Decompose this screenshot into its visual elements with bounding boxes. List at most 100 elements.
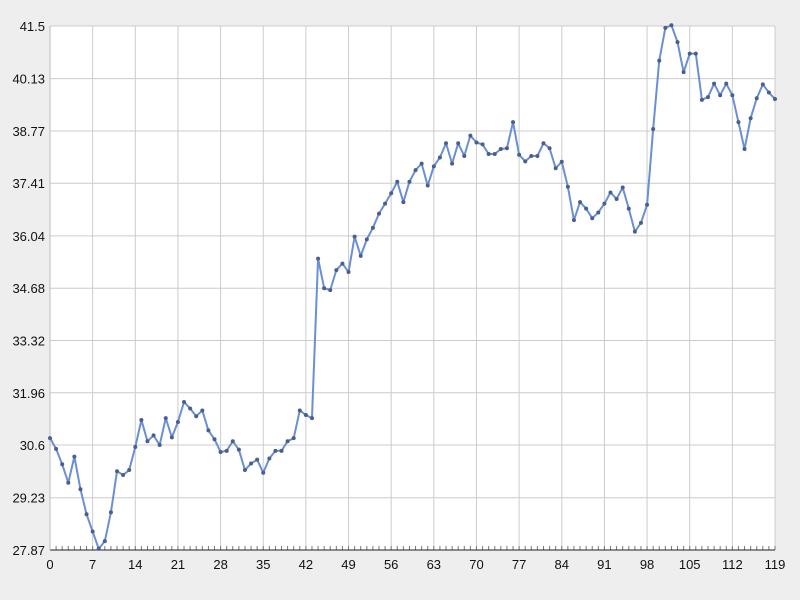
x-tick-label: 35 <box>256 557 270 572</box>
data-point <box>255 457 260 462</box>
data-point <box>303 413 308 418</box>
data-point <box>316 256 321 261</box>
data-point <box>444 141 449 146</box>
data-point <box>340 261 345 266</box>
y-tick-label: 29.23 <box>12 491 45 506</box>
data-point <box>736 120 741 125</box>
data-point <box>279 448 284 453</box>
data-point <box>218 449 223 454</box>
data-point <box>145 439 150 444</box>
y-tick-label: 38.77 <box>12 124 45 139</box>
x-axis-ticks <box>49 26 776 551</box>
x-tick-label: 0 <box>46 557 53 572</box>
data-point <box>712 81 717 86</box>
data-point <box>699 97 704 102</box>
data-point <box>766 90 771 95</box>
y-tick-label: 40.13 <box>12 72 45 87</box>
data-point <box>224 448 229 453</box>
data-point <box>236 447 241 452</box>
data-point <box>620 185 625 190</box>
data-point <box>718 93 723 98</box>
data-point <box>194 414 199 419</box>
y-tick-label: 30.6 <box>20 438 45 453</box>
data-point <box>285 439 290 444</box>
data-point <box>571 218 576 223</box>
series-line <box>49 24 776 550</box>
data-point <box>657 58 662 63</box>
data-point <box>389 191 394 196</box>
data-point <box>602 201 607 206</box>
data-point <box>200 408 205 413</box>
data-point <box>626 206 631 211</box>
data-point <box>364 237 369 242</box>
data-point <box>425 183 430 188</box>
data-point <box>492 152 497 157</box>
data-point <box>139 418 144 423</box>
data-point <box>590 216 595 221</box>
x-tick-label: 14 <box>128 557 142 572</box>
data-point <box>511 120 516 125</box>
y-tick-label: 41.5 <box>20 19 45 34</box>
data-point <box>681 70 686 75</box>
data-point <box>212 437 217 442</box>
data-point <box>730 93 735 98</box>
data-point <box>352 234 357 239</box>
data-point <box>645 202 650 207</box>
data-point <box>773 97 777 102</box>
x-tick-label: 21 <box>171 557 185 572</box>
data-point <box>559 159 564 164</box>
data-point <box>498 147 503 152</box>
x-tick-label: 112 <box>722 557 743 572</box>
data-point <box>669 23 674 28</box>
data-point <box>66 480 71 485</box>
gridlines <box>49 25 776 551</box>
data-point <box>407 179 412 184</box>
data-point <box>553 166 558 171</box>
data-point <box>261 470 266 475</box>
y-tick-label: 31.96 <box>12 386 45 401</box>
data-point <box>614 197 619 202</box>
data-point <box>450 161 455 166</box>
data-point <box>163 416 168 421</box>
y-tick-label: 34.68 <box>12 281 45 296</box>
data-point <box>328 288 333 293</box>
data-point <box>584 206 589 211</box>
data-point <box>90 529 95 534</box>
data-point <box>565 184 570 189</box>
data-point <box>96 546 101 551</box>
data-point <box>474 140 479 145</box>
data-point <box>596 210 601 215</box>
data-point <box>121 473 126 478</box>
data-point <box>84 512 89 517</box>
data-point <box>127 468 132 473</box>
data-point <box>523 159 528 164</box>
data-point <box>249 461 254 466</box>
x-tick-label: 70 <box>469 557 483 572</box>
data-point <box>462 153 467 158</box>
data-point <box>401 200 406 205</box>
x-tick-label: 56 <box>384 557 398 572</box>
data-point <box>376 211 381 216</box>
y-tick-label: 37.41 <box>12 176 45 191</box>
data-point <box>60 462 65 467</box>
data-point <box>334 268 339 273</box>
data-point <box>541 141 546 146</box>
data-point <box>267 456 272 461</box>
data-point <box>151 433 156 438</box>
data-point <box>169 435 174 440</box>
data-point <box>742 147 747 152</box>
data-point <box>358 253 363 258</box>
data-point <box>608 190 613 195</box>
data-point <box>431 164 436 169</box>
x-tick-label: 77 <box>512 557 526 572</box>
data-point <box>468 133 473 138</box>
data-point <box>632 229 637 234</box>
data-point <box>693 51 698 56</box>
data-point <box>54 446 59 451</box>
x-tick-label: 91 <box>597 557 611 572</box>
data-point <box>175 419 180 424</box>
data-point <box>675 40 680 45</box>
data-point <box>437 155 442 160</box>
data-point <box>182 399 187 404</box>
data-point <box>529 153 534 158</box>
